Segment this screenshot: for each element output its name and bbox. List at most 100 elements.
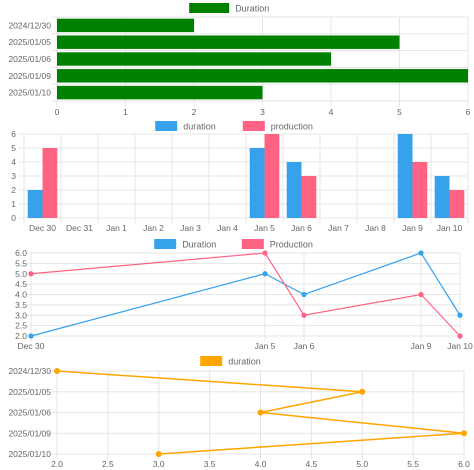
legend-label-duration: duration xyxy=(228,357,261,367)
chart-1-duration-production-bar: 0 1 2 3 4 5 6 Dec 30 Dec 31 Jan 1 Jan 2 Jan 3 Jan 4 J… xyxy=(11,121,469,233)
legend-swatch-duration xyxy=(154,239,177,249)
legend-swatch-duration xyxy=(189,3,230,13)
y-tick-label: 2.5 xyxy=(15,321,27,331)
x-tick-label: Jan 7 xyxy=(328,223,349,233)
legend-swatch-production xyxy=(242,121,265,131)
bar-production-jan-9 xyxy=(412,162,428,218)
x-tick-label: 3.5 xyxy=(204,459,216,469)
x-tick-label: 6.0 xyxy=(458,459,470,469)
legend-label-duration: duration xyxy=(183,122,216,132)
x-tick-label: Dec 30 xyxy=(29,223,56,233)
point-duration-2025-01-10 xyxy=(155,451,162,457)
legend-swatch-production xyxy=(241,239,264,249)
x-tick-label: Jan 9 xyxy=(411,341,432,351)
chart-2-gridlines xyxy=(26,252,461,341)
legend-label-production: production xyxy=(271,122,313,132)
x-tick-label: Jan 10 xyxy=(447,341,473,351)
x-tick-label: 2.0 xyxy=(51,459,63,469)
bar-production-jan-10 xyxy=(449,190,465,218)
y-tick-label: 2025/01/06 xyxy=(8,54,51,64)
y-tick-label: 2024/12/30 xyxy=(8,20,51,30)
x-tick-label: 4.5 xyxy=(305,459,317,469)
point-duration-2024-12-30 xyxy=(54,368,60,374)
x-tick-label: Dec 30 xyxy=(18,341,45,351)
bar-production-jan-5 xyxy=(264,134,280,218)
point-production-jan-6 xyxy=(301,312,307,318)
x-tick-label: Jan 10 xyxy=(437,223,463,233)
point-production-jan-10 xyxy=(457,333,463,339)
y-tick-label: 3.0 xyxy=(15,310,27,320)
x-tick-label: Jan 5 xyxy=(254,223,275,233)
x-tick-label: 3 xyxy=(260,107,265,117)
x-tick-label: 2 xyxy=(192,107,197,117)
y-tick-label: 5 xyxy=(11,143,16,153)
x-tick-label: 0 xyxy=(55,107,60,117)
chart-0-gridlines xyxy=(52,16,469,106)
y-tick-label: 3 xyxy=(11,171,16,181)
bar-duration-jan-9 xyxy=(397,134,413,218)
point-duration-jan-5 xyxy=(262,271,268,277)
x-tick-label: 5.0 xyxy=(356,459,368,469)
bar-duration-jan-6 xyxy=(286,162,302,218)
bar-duration-2025-01-06 xyxy=(57,52,331,66)
chart-3-duration-horizontal-line: 2.0 2.5 3.0 3.5 4.0 4.5 5.0 5.5 6.0 2024/12/30 202… xyxy=(8,356,470,469)
y-tick-label: 5.0 xyxy=(15,269,27,279)
x-tick-label: 4.0 xyxy=(255,459,267,469)
y-tick-label: 6.0 xyxy=(15,248,27,258)
x-tick-label: 6 xyxy=(466,107,471,117)
y-tick-label: 2025/01/09 xyxy=(8,428,51,438)
y-tick-label: 3.5 xyxy=(15,300,27,310)
y-tick-label: 2025/01/05 xyxy=(8,37,51,47)
chart-0-duration-horizontal-bar: 0 1 2 3 4 5 6 2024/12/30 2025/01/05 2025/01/06 202… xyxy=(8,3,471,117)
point-production-dec-30 xyxy=(28,271,34,277)
x-tick-label: 4 xyxy=(329,107,334,117)
legend-swatch-duration xyxy=(200,356,223,366)
y-tick-label: 1 xyxy=(11,199,16,209)
bar-duration-2025-01-09 xyxy=(57,69,468,83)
y-tick-label: 2024/12/30 xyxy=(8,366,51,376)
y-tick-label: 2025/01/10 xyxy=(8,88,51,98)
x-tick-label: 2.5 xyxy=(102,459,114,469)
x-tick-label: Jan 3 xyxy=(180,223,201,233)
y-tick-label: 5.5 xyxy=(15,258,27,268)
point-production-jan-9 xyxy=(418,291,424,298)
y-tick-label: 4 xyxy=(11,157,16,167)
x-tick-label: Jan 2 xyxy=(143,223,164,233)
bar-duration-jan-5 xyxy=(249,148,265,218)
y-tick-label: 2025/01/09 xyxy=(8,71,51,81)
legend-swatch-duration xyxy=(155,121,178,131)
point-duration-2025-01-05 xyxy=(359,388,366,395)
chart-1-legend: duration production xyxy=(155,121,313,132)
x-tick-label: 3.0 xyxy=(153,459,165,469)
y-tick-label: 2025/01/06 xyxy=(8,408,51,418)
point-duration-2025-01-06 xyxy=(257,409,264,416)
point-duration-dec-30 xyxy=(28,333,34,339)
y-tick-label: 4.0 xyxy=(15,290,27,300)
y-tick-label: 2.0 xyxy=(15,331,27,341)
point-duration-jan-9 xyxy=(418,250,424,256)
bar-duration-dec-30 xyxy=(27,190,43,218)
bar-production-jan-6 xyxy=(301,176,317,218)
bar-production-dec-30 xyxy=(42,148,58,218)
x-tick-label: Jan 5 xyxy=(255,341,276,351)
bar-duration-2025-01-10 xyxy=(57,85,263,100)
point-production-jan-5 xyxy=(262,250,268,256)
chart-3-legend: duration xyxy=(200,356,261,367)
chart-1-gridlines xyxy=(19,133,469,223)
point-duration-jan-6 xyxy=(301,291,307,298)
x-tick-label: 5.5 xyxy=(407,459,419,469)
chart-2-legend: Duration Production xyxy=(154,239,313,250)
x-tick-label: Jan 6 xyxy=(291,223,312,233)
legend-label-duration: Duration xyxy=(235,4,269,14)
x-tick-label: Dec 31 xyxy=(66,223,93,233)
x-tick-label: 5 xyxy=(397,107,402,117)
x-tick-label: Jan 4 xyxy=(217,223,238,233)
point-duration-jan-10 xyxy=(457,312,463,318)
y-tick-label: 2025/01/05 xyxy=(8,387,51,397)
y-tick-label: 0 xyxy=(11,213,16,223)
y-tick-label: 2025/01/10 xyxy=(8,449,51,459)
bar-duration-2024-12-30 xyxy=(57,18,194,33)
x-tick-label: 1 xyxy=(123,107,128,117)
y-tick-label: 2 xyxy=(11,185,16,195)
